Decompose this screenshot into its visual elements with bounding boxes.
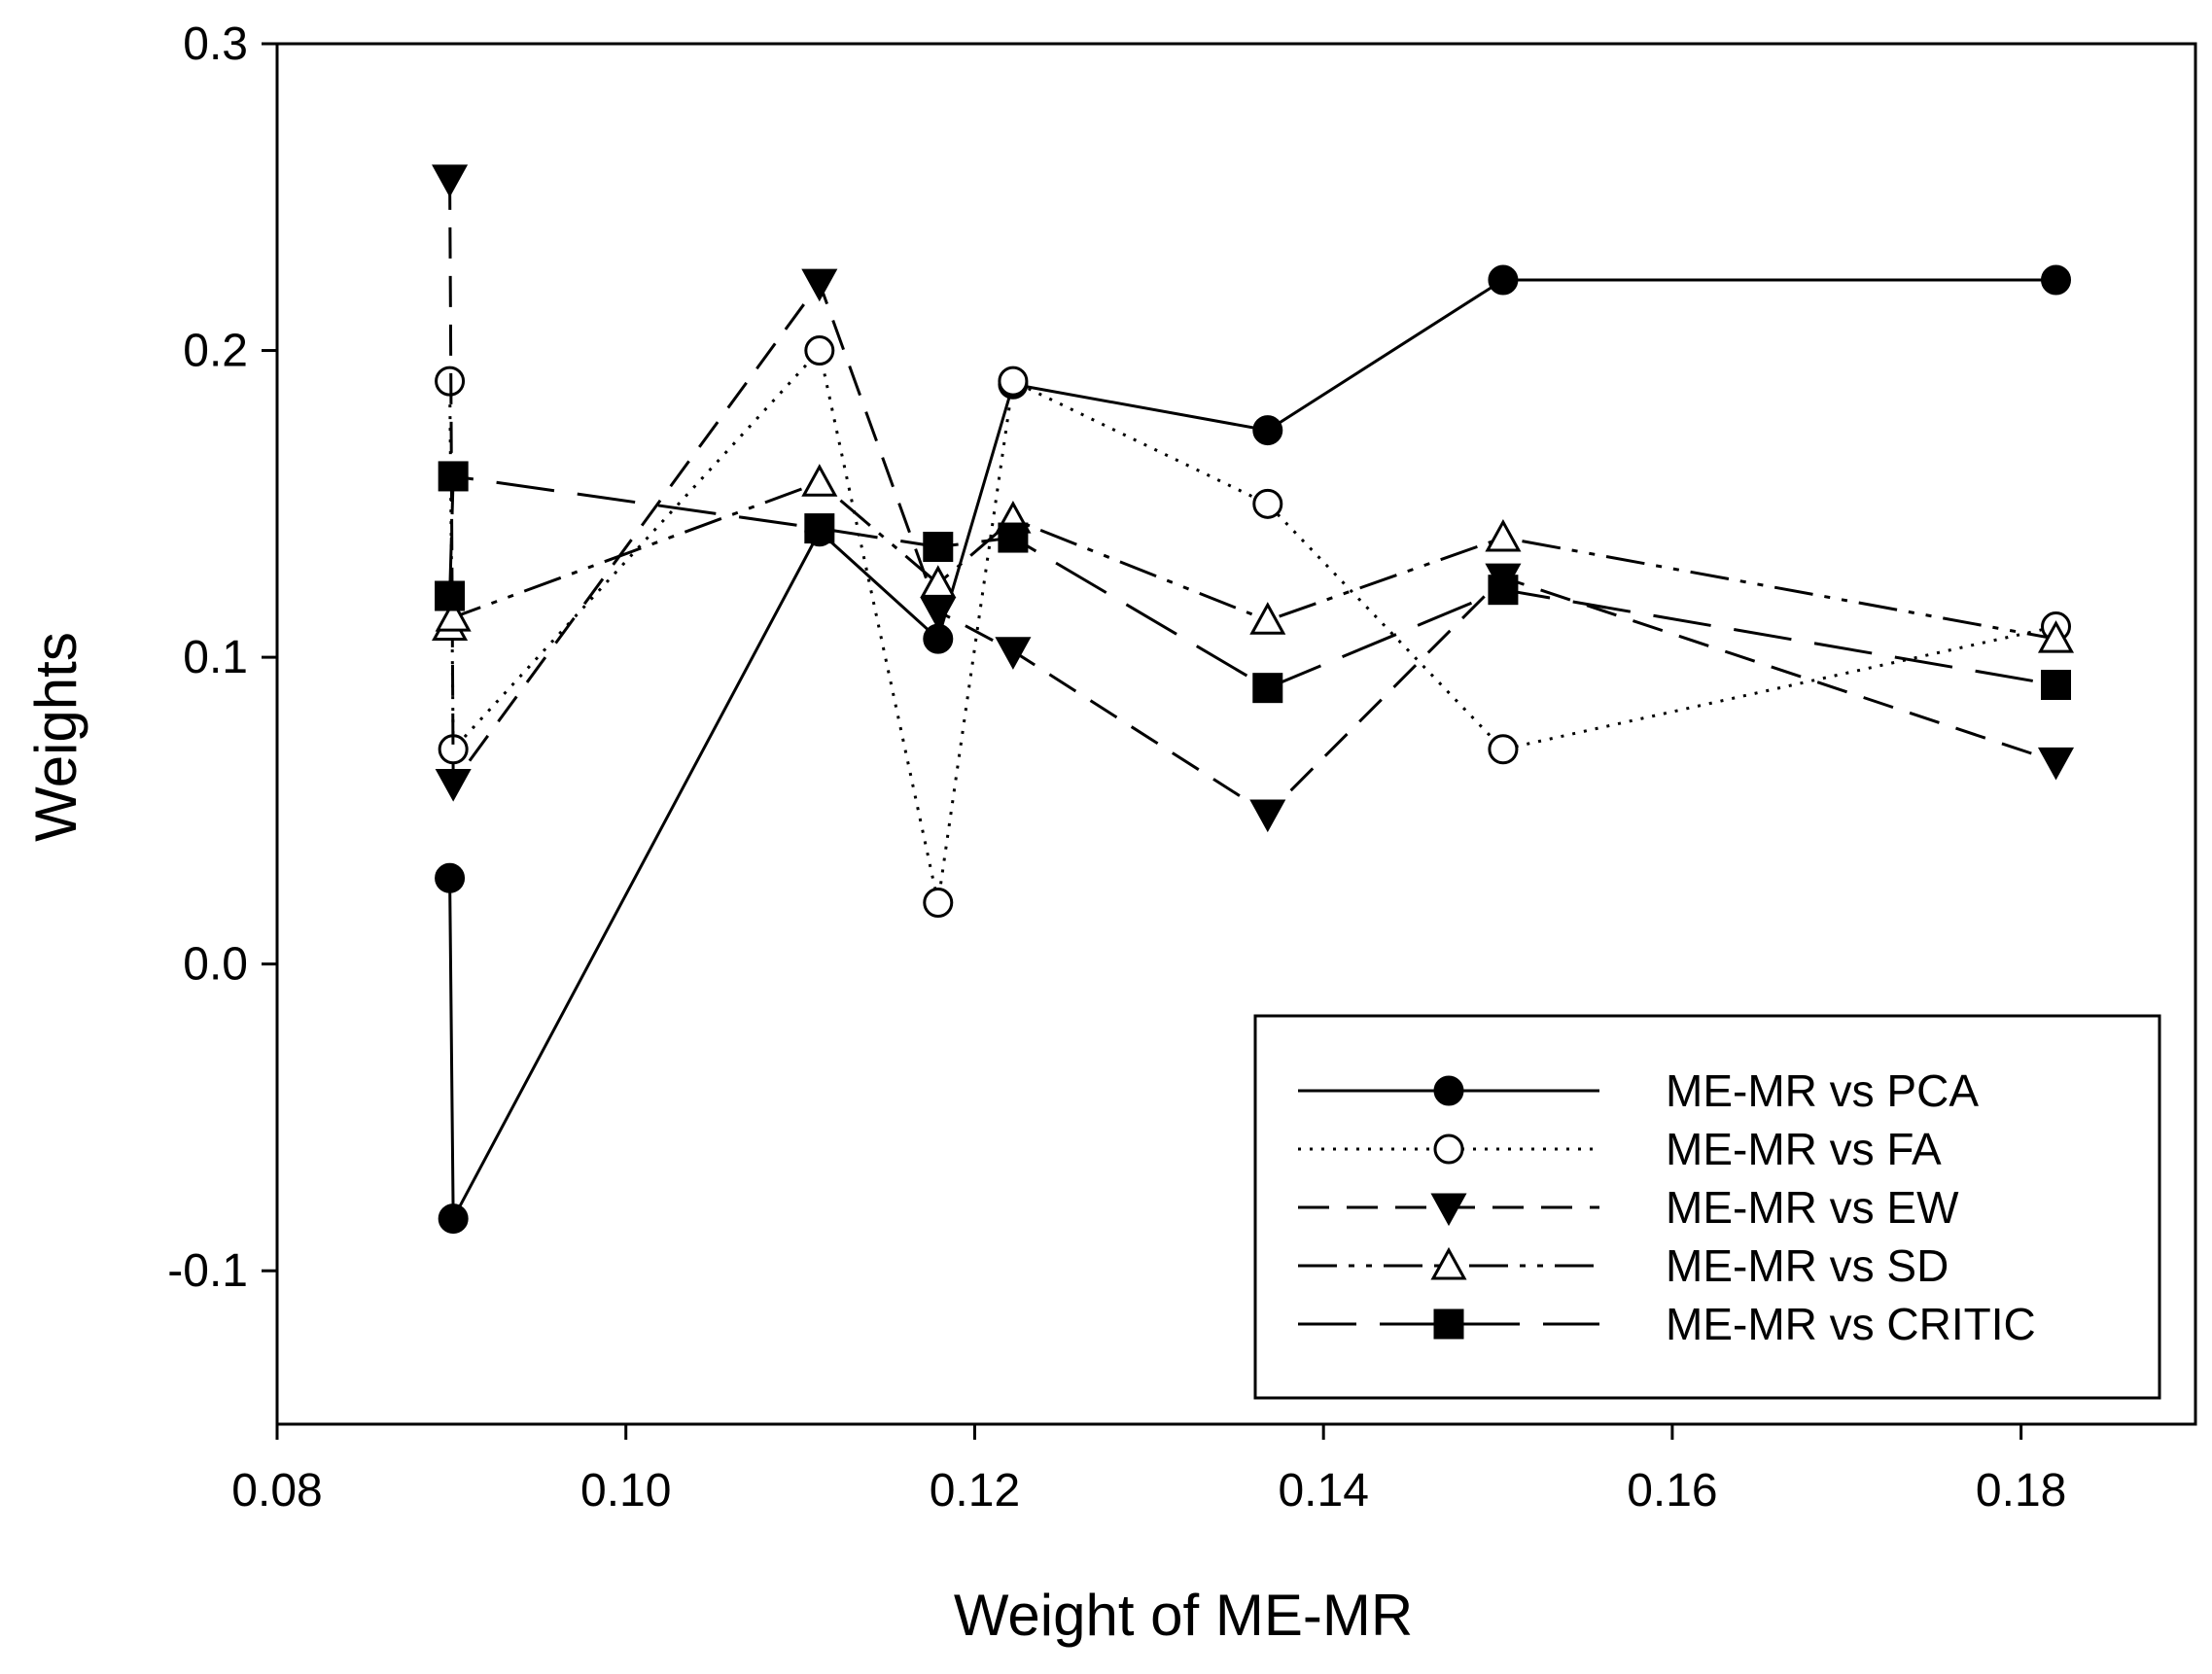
data-point: [435, 598, 472, 632]
legend-marker: [1433, 1308, 1464, 1340]
legend-marker: [1433, 1133, 1464, 1165]
x-axis-title: Weight of ME-MR: [954, 1583, 1413, 1648]
legend-marker: [1433, 1075, 1464, 1106]
legend-label: ME-MR vs PCA: [1666, 1065, 1979, 1116]
series-line: [448, 349, 2056, 905]
x-tick-label: 0.12: [930, 1465, 1020, 1517]
data-point: [1249, 602, 1286, 635]
legend-label: ME-MR vs SD: [1666, 1240, 1949, 1291]
data-point: [438, 461, 469, 492]
data-point: [2037, 747, 2075, 781]
data-point: [1488, 575, 1519, 606]
y-axis-title: Weights: [23, 632, 88, 842]
y-axis-ticks: -0.1 0.0 0.1 0.2 0.3: [167, 18, 277, 1297]
legend-marker: [1430, 1246, 1467, 1280]
series-line: [448, 278, 2056, 1221]
legend-entry: ME-MR vs CRITIC: [1298, 1299, 2036, 1349]
data-point: [801, 268, 838, 302]
data-point: [998, 522, 1029, 553]
data-point: [920, 565, 957, 598]
data-point: [2041, 670, 2072, 701]
legend-entry: ME-MR vs PCA: [1298, 1065, 1979, 1116]
y-tick-label: 0.2: [183, 326, 248, 377]
data-point: [438, 1203, 469, 1235]
data-point: [1488, 264, 1519, 296]
series-line: [448, 178, 2056, 816]
x-tick-label: 0.10: [580, 1465, 671, 1517]
y-tick-label: -0.1: [167, 1245, 248, 1297]
series-2: [435, 335, 2072, 919]
y-tick-label: 0.3: [183, 18, 248, 70]
data-point: [435, 580, 466, 611]
plot-frame: [275, 42, 2197, 1426]
data-point: [804, 335, 835, 366]
y-tick-label: 0.0: [183, 939, 248, 991]
legend-marker: [1430, 1193, 1467, 1227]
x-tick-label: 0.16: [1627, 1465, 1717, 1517]
legend-label: ME-MR vs CRITIC: [1666, 1299, 2036, 1349]
data-point: [2037, 620, 2075, 653]
series-3: [432, 164, 2075, 833]
data-point: [1252, 415, 1283, 446]
y-tick-label: 0.1: [183, 632, 248, 683]
data-point: [920, 597, 957, 630]
legend-label: ME-MR vs EW: [1666, 1182, 1959, 1233]
data-point: [435, 768, 472, 802]
x-tick-label: 0.08: [231, 1465, 322, 1517]
data-point: [432, 164, 469, 197]
legend-entry: ME-MR vs FA: [1298, 1124, 1942, 1174]
x-axis-ticks: 0.08 0.10 0.12 0.14 0.16 0.18: [231, 1424, 2066, 1517]
data-point: [1252, 488, 1283, 519]
legend-entry: ME-MR vs SD: [1298, 1240, 1949, 1291]
legend: ME-MR vs PCA ME-MR vs FA ME-MR vs EW ME-MR …: [1253, 1014, 2161, 1400]
data-point: [923, 888, 954, 919]
series-layer: [432, 164, 2075, 1235]
data-point: [1485, 518, 1522, 552]
data-point: [1249, 799, 1286, 833]
legend-label: ME-MR vs FA: [1666, 1124, 1942, 1174]
data-point: [998, 366, 1029, 397]
series-line: [448, 480, 2056, 641]
x-tick-label: 0.18: [1976, 1465, 2066, 1517]
data-point: [1252, 673, 1283, 704]
x-tick-label: 0.14: [1278, 1465, 1368, 1517]
data-point: [923, 532, 954, 563]
series-5: [435, 461, 2072, 704]
legend-entry: ME-MR vs EW: [1298, 1182, 1959, 1233]
data-point: [995, 637, 1032, 670]
series-4: [432, 464, 2075, 653]
data-point: [801, 464, 838, 497]
data-point: [435, 862, 466, 893]
data-point: [2041, 264, 2072, 296]
series-line: [448, 474, 2056, 690]
data-point: [804, 513, 835, 544]
data-point: [1488, 734, 1519, 765]
